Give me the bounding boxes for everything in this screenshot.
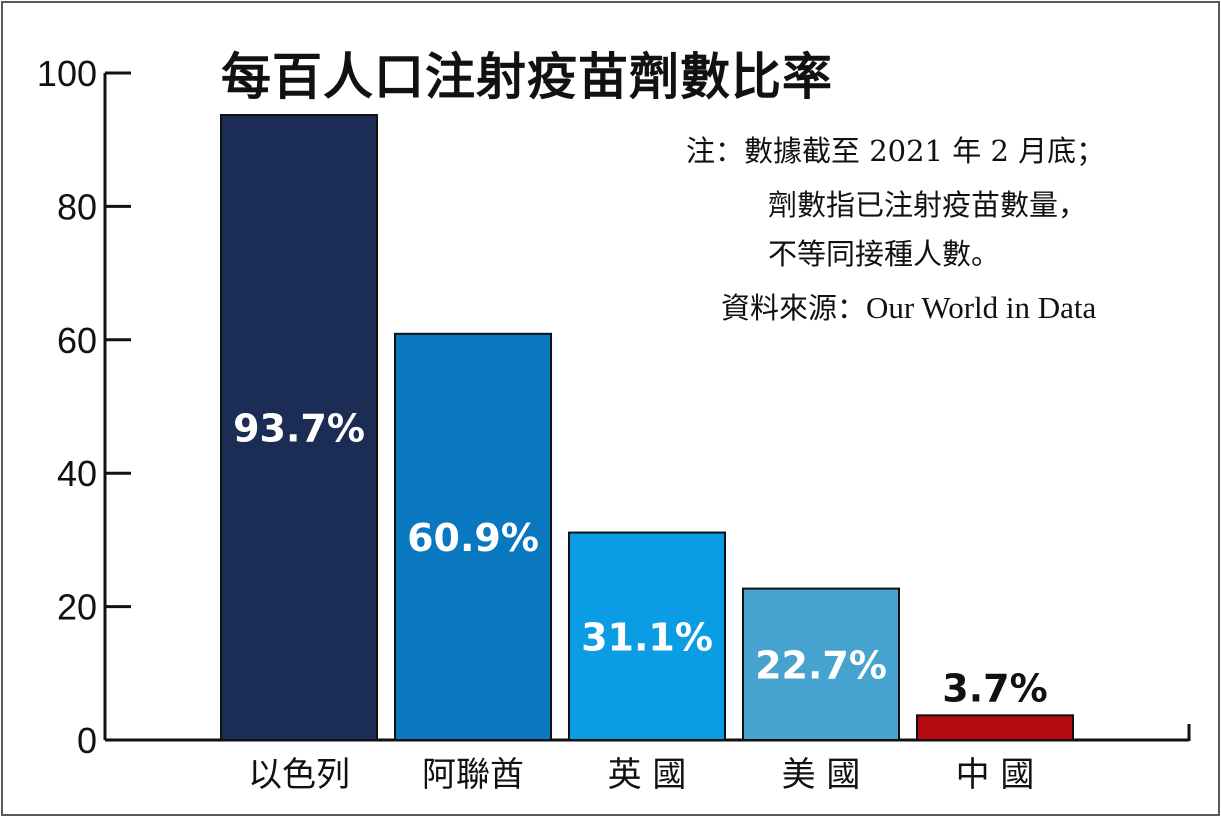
data-label-3: 22.7% xyxy=(755,643,887,687)
source-value: Our World in Data xyxy=(866,290,1097,325)
y-tick-label-40: 40 xyxy=(57,453,97,494)
category-label-3: 美 國 xyxy=(782,755,861,795)
source-line: 資料來源：Our World in Data xyxy=(721,285,1096,327)
y-tick-label-60: 60 xyxy=(57,320,97,361)
y-tick-label-100: 100 xyxy=(37,53,97,94)
category-label-0: 以色列 xyxy=(248,755,350,795)
bar-0 xyxy=(220,114,378,741)
data-label-0: 93.7% xyxy=(233,407,365,451)
note-line-3: 不等同接種人數。 xyxy=(768,237,1001,271)
bar-4 xyxy=(916,714,1074,741)
y-tick-label-0: 0 xyxy=(77,720,97,761)
source-label: 資料來源： xyxy=(721,291,867,325)
bar-1 xyxy=(394,332,552,741)
category-label-2: 英 國 xyxy=(608,755,687,795)
note-line-1: 注：數據截至 2021 年 2 月底； xyxy=(686,134,1106,168)
data-label-2: 31.1% xyxy=(581,615,713,659)
bar-3 xyxy=(742,587,900,741)
bar-chart: 0 20 40 60 80 100 93.7% 以色列 60.9% 阿聯酋 31.1% 英 國 22.7… xyxy=(37,53,1191,795)
bar-2 xyxy=(568,531,726,741)
data-label-1: 60.9% xyxy=(407,516,539,560)
chart-title: 每百人口注射疫苗劑數比率 xyxy=(221,48,833,106)
y-tick-label-80: 80 xyxy=(57,186,97,227)
note-line-2: 劑數指已注射疫苗數量， xyxy=(768,188,1088,222)
category-label-4: 中 國 xyxy=(956,755,1035,795)
y-tick-label-20: 20 xyxy=(57,587,97,628)
category-label-1: 阿聯酋 xyxy=(422,755,524,795)
data-label-4: 3.7% xyxy=(942,666,1047,710)
